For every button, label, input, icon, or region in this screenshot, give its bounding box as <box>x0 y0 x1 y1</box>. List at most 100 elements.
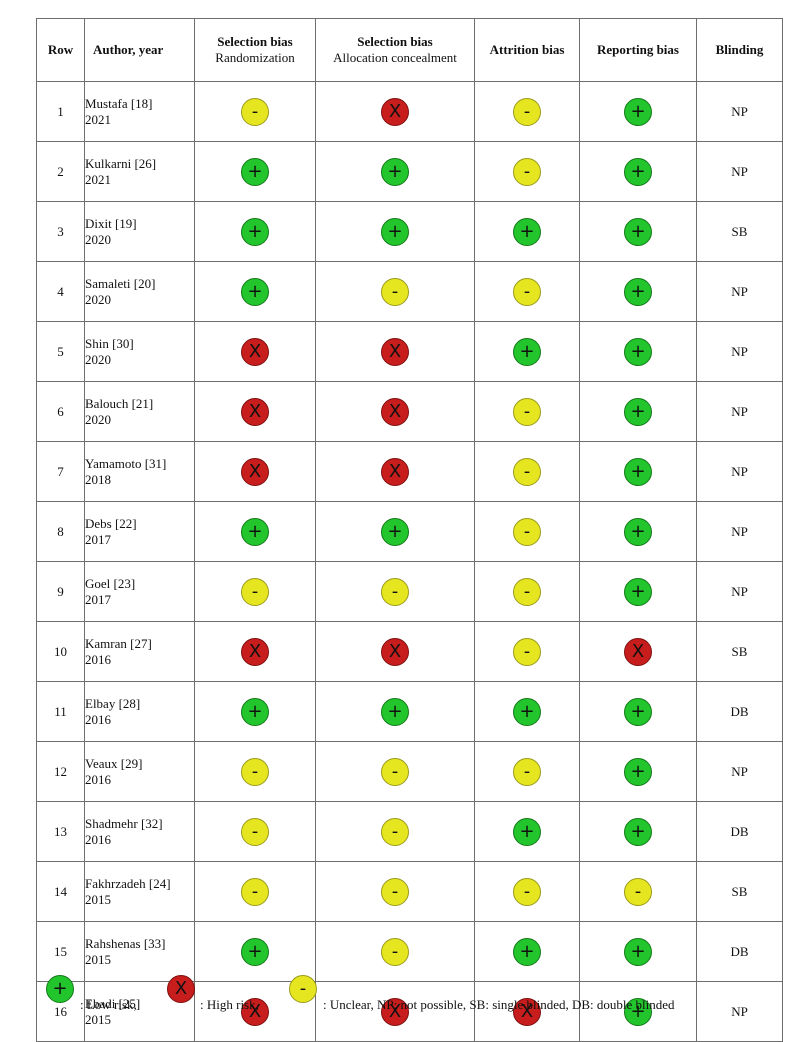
unclear-risk-icon: - <box>241 817 269 846</box>
allocation-cell: - <box>315 921 475 982</box>
unclear-risk-icon: - <box>381 277 409 306</box>
study-year: 2020 <box>85 291 111 307</box>
high-risk-icon: X <box>381 997 409 1026</box>
blinding-cell: SB <box>696 861 783 922</box>
author-year-cell: Fakhrzadeh [24] 2015 <box>84 861 195 922</box>
low-risk-icon: + <box>381 217 409 246</box>
high-risk-icon: X <box>381 337 409 366</box>
high-risk-icon: X <box>381 457 409 486</box>
author-year-cell: Rahshenas [33] 2015 <box>84 921 195 982</box>
low-risk-icon: + <box>241 217 269 246</box>
row-number: 7 <box>36 441 85 502</box>
attrition-cell: - <box>474 261 580 322</box>
unclear-risk-icon: - <box>513 877 541 906</box>
unclear-risk-icon: - <box>241 757 269 786</box>
allocation-cell: X <box>315 321 475 382</box>
high-risk-icon: X <box>241 397 269 426</box>
study-year: 2020 <box>85 231 111 247</box>
author-name: Mustafa [18] <box>85 95 153 111</box>
legend-unclear-label: : Unclear, NP: not possible, SB: single … <box>323 997 675 1012</box>
author-name: Goel [23] <box>85 575 136 591</box>
unclear-risk-icon: - <box>513 277 541 306</box>
allocation-cell: - <box>315 861 475 922</box>
low-risk-icon: + <box>624 577 652 606</box>
unclear-risk-icon: - <box>513 517 541 546</box>
randomization-cell: + <box>194 921 316 982</box>
low-risk-icon: + <box>624 517 652 546</box>
author-name: Veaux [29] <box>85 755 143 771</box>
low-risk-icon: + <box>624 97 652 126</box>
unclear-risk-icon: - <box>381 877 409 906</box>
randomization-cell: X <box>194 441 316 502</box>
blinding-cell: DB <box>696 801 783 862</box>
unclear-risk-icon: - <box>513 97 541 126</box>
author-name: Shadmehr [32] <box>85 815 163 831</box>
allocation-cell: X <box>315 81 475 142</box>
attrition-cell: - <box>474 741 580 802</box>
low-risk-icon: + <box>241 697 269 726</box>
allocation-cell: - <box>315 261 475 322</box>
header-attrition: Attrition bias <box>474 18 580 82</box>
blinding-cell: DB <box>696 681 783 742</box>
reporting-cell: X <box>579 621 697 682</box>
table-row: 11 Elbay [28] 2016 + + + + DB <box>36 681 783 742</box>
author-year-cell: Shin [30] 2020 <box>84 321 195 382</box>
allocation-cell: - <box>315 741 475 802</box>
blinding-cell: NP <box>696 381 783 442</box>
author-name: Rahshenas [33] <box>85 935 166 951</box>
header-blinding: Blinding <box>696 18 783 82</box>
high-risk-icon: X <box>513 997 541 1026</box>
allocation-cell: X <box>315 381 475 442</box>
low-risk-icon: + <box>624 457 652 486</box>
blinding-cell: NP <box>696 561 783 622</box>
reporting-cell: + <box>579 801 697 862</box>
unclear-risk-icon: - <box>381 577 409 606</box>
high-risk-icon: X <box>241 457 269 486</box>
attrition-cell: + <box>474 801 580 862</box>
reporting-cell: + <box>579 441 697 502</box>
randomization-cell: X <box>194 321 316 382</box>
low-risk-icon: + <box>241 517 269 546</box>
allocation-cell: + <box>315 501 475 562</box>
attrition-cell: - <box>474 141 580 202</box>
reporting-cell: + <box>579 201 697 262</box>
high-risk-icon: X <box>381 397 409 426</box>
randomization-cell: X <box>194 621 316 682</box>
author-name: Yamamoto [31] <box>85 455 167 471</box>
header-randomization-title: Selection bias <box>217 34 293 49</box>
high-risk-icon: X <box>624 637 652 666</box>
blinding-cell: SB <box>696 621 783 682</box>
unclear-risk-icon: - <box>241 877 269 906</box>
table-body: 1 Mustafa [18] 2021- X - + NP 2 Kulkarni [26] 202… <box>36 81 783 1042</box>
attrition-cell: + <box>474 921 580 982</box>
author-name: Debs [22] <box>85 515 137 531</box>
header-randomization-sub: Randomization <box>215 50 295 65</box>
legend-high-risk-label: : High risk, <box>200 997 259 1012</box>
table-row: 7 Yamamoto [31] 2018 X X - + NP <box>36 441 783 502</box>
blinding-cell: NP <box>696 81 783 142</box>
low-risk-icon: + <box>381 517 409 546</box>
author-year-cell: Debs [22] 2017 <box>84 501 195 562</box>
author-year-cell: Balouch [21] 2020 <box>84 381 195 442</box>
low-risk-icon: + <box>624 997 652 1026</box>
table-row: 6 Balouch [21] 2020 X X - + NP <box>36 381 783 442</box>
blinding-cell: NP <box>696 321 783 382</box>
blinding-cell: NP <box>696 141 783 202</box>
blinding-cell: NP <box>696 501 783 562</box>
study-year: 2017 <box>85 591 111 607</box>
row-number: 1 <box>36 81 85 142</box>
unclear-risk-icon: - <box>381 937 409 966</box>
row-number: 9 <box>36 561 85 622</box>
row-number: 12 <box>36 741 85 802</box>
table-row: 4 Samaleti [20] 2020 + - - + NP <box>36 261 783 322</box>
header-row: Row Author, year Selection bias Randomiz… <box>36 18 783 82</box>
unclear-risk-icon: - <box>241 97 269 126</box>
study-year: 2021 <box>85 111 111 127</box>
table-row: 2 Kulkarni [26] 2021 + + - + NP <box>36 141 783 202</box>
high-risk-icon: X <box>381 637 409 666</box>
table-row: 13 Shadmehr [32] 2016 - - + + DB <box>36 801 783 862</box>
reporting-cell: + <box>579 501 697 562</box>
author-year-cell: Kulkarni [26] 2021 <box>84 141 195 202</box>
reporting-cell: + <box>579 681 697 742</box>
risk-of-bias-table: Row Author, year Selection bias Randomiz… <box>36 18 783 1042</box>
